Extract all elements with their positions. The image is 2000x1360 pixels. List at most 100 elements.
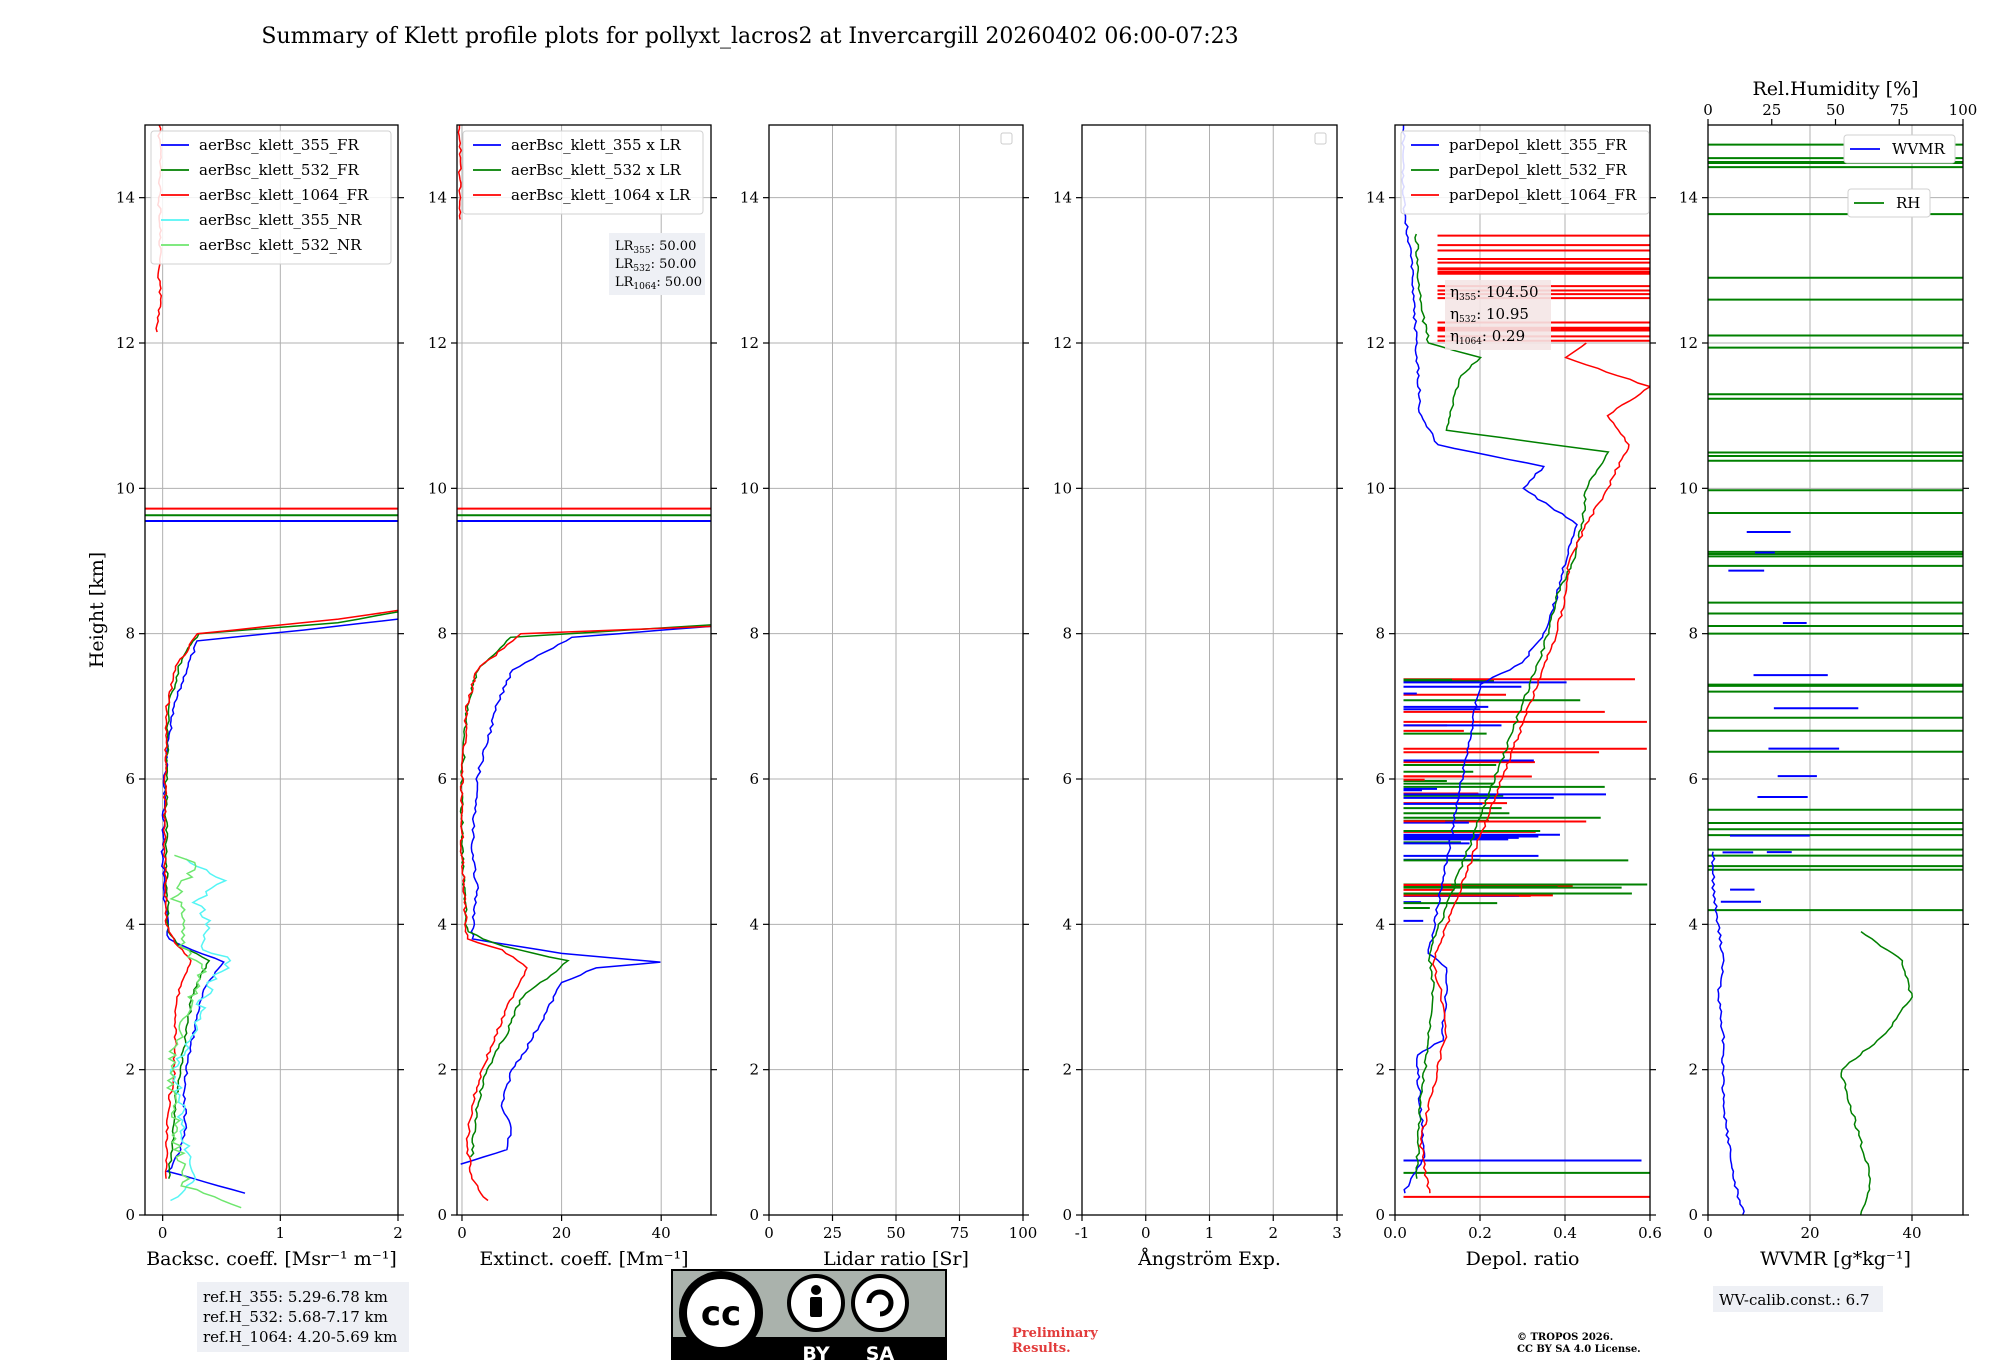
y-tick-label: 8 — [1062, 625, 1072, 643]
y-tick-label: 14 — [1366, 189, 1385, 207]
x-tick-label: 3 — [1332, 1224, 1342, 1242]
x-tick-label: 40 — [652, 1224, 671, 1242]
y-tick-label: 14 — [428, 189, 447, 207]
y-tick-label: 4 — [437, 915, 447, 933]
cc-inner-circle — [687, 1279, 755, 1347]
panel-extinction: 0 20 40 0 2 4 6 8 10 12 14 Extinct. coeff. [Mm⁻¹] ae… — [428, 124, 717, 1270]
x-tick-label: 0 — [457, 1224, 467, 1242]
y-tick-label: 4 — [1375, 915, 1385, 933]
y-tick-label: 6 — [437, 770, 447, 788]
series-aerBsc_klett_355_NR — [169, 858, 232, 1202]
y-tick-label: 2 — [1062, 1061, 1072, 1079]
series-aerBsc_klett_1064 x LR_upper — [457, 125, 463, 220]
eta-annotation: η355: 104.50 — [1450, 283, 1539, 303]
lr-annotation-box — [609, 233, 705, 295]
y-tick-label: 14 — [116, 189, 135, 207]
axes-frame — [144, 124, 399, 1216]
legend-label: parDepol_klett_355_FR — [1449, 136, 1627, 154]
series-aerBsc_klett_532_FR — [164, 611, 398, 1179]
wv-calib-box: WV-calib.const.: 6.7 — [1713, 1286, 1883, 1312]
x-tick-label: 40 — [1902, 1224, 1921, 1242]
x-tick-label: 2 — [393, 1224, 403, 1242]
top-x-tick-label: 50 — [1826, 101, 1845, 119]
legend-label: parDepol_klett_532_FR — [1449, 161, 1627, 179]
by-label: BY — [802, 1343, 829, 1360]
y-tick-label: 2 — [437, 1061, 447, 1079]
y-tick-label: 6 — [749, 770, 759, 788]
ref-height-1064: ref.H_1064: 4.20-5.69 km — [203, 1328, 397, 1346]
y-tick-label: 8 — [125, 625, 135, 643]
y-tick-label: 0 — [1062, 1206, 1072, 1224]
y-tick-label: 14 — [1053, 189, 1072, 207]
y-tick-label: 10 — [1366, 479, 1385, 497]
y-tick-label: 12 — [740, 334, 759, 352]
by-body — [810, 1297, 822, 1317]
x-tick-label: 0.4 — [1553, 1224, 1577, 1242]
x-axis-label: Backsc. coeff. [Msr⁻¹ m⁻¹] — [146, 1248, 397, 1270]
y-tick-label: 2 — [749, 1061, 759, 1079]
y-tick-label: 10 — [1053, 479, 1072, 497]
legend-label: WVMR — [1892, 140, 1946, 158]
legend-label: aerBsc_klett_355_NR — [199, 211, 362, 229]
panel-wvmr: 0 20 40 0 2 4 6 8 10 12 14 WVMR [g*kg⁻¹] 0 25 50 75 100 R… — [1679, 78, 1977, 1270]
legend-label: aerBsc_klett_355 x LR — [511, 136, 682, 154]
y-tick-label: 6 — [1375, 770, 1385, 788]
y-tick-label: 14 — [1679, 189, 1698, 207]
x-tick-label: 0 — [764, 1224, 774, 1242]
plot-area — [1401, 125, 1650, 1198]
sa-share-icon — [851, 1274, 909, 1332]
legend-box — [1400, 130, 1650, 215]
x-tick-label: 0 — [158, 1224, 168, 1242]
y-tick-label: 0 — [1688, 1206, 1698, 1224]
y-tick-label: 4 — [1062, 915, 1072, 933]
figure-title: Summary of Klett profile plots for polly… — [261, 24, 1238, 49]
top-x-tick-label: 100 — [1949, 101, 1978, 119]
y-tick-label: 0 — [125, 1206, 135, 1224]
x-tick-label: 20 — [1800, 1224, 1819, 1242]
x-tick-label: 0 — [1141, 1224, 1151, 1242]
x-tick-label: 0.0 — [1383, 1224, 1407, 1242]
series-WVMR — [1710, 851, 1745, 1215]
plot-area — [457, 125, 711, 1202]
series-aerBsc_klett_532_NR — [165, 854, 242, 1209]
empty-legend — [1000, 132, 1013, 145]
y-tick-label: 4 — [125, 915, 135, 933]
legend-label: RH — [1896, 194, 1920, 212]
copyright-line-1: © TROPOS 2026. — [1517, 1332, 1613, 1343]
y-axis-label: Height [km] — [86, 552, 108, 668]
x-axis-label: Ångström Exp. — [1137, 1248, 1281, 1270]
legend-box — [1843, 134, 1956, 164]
lr-annotation: LR1064: 50.00 — [615, 275, 702, 292]
y-tick-label: 10 — [116, 479, 135, 497]
y-tick-label: 2 — [1688, 1061, 1698, 1079]
y-tick-label: 8 — [749, 625, 759, 643]
y-tick-label: 6 — [125, 770, 135, 788]
series-aerBsc_klett_1064 x LR — [459, 625, 711, 1202]
cc-license-badge: cc BY SA — [671, 1269, 947, 1360]
y-tick-label: 2 — [125, 1061, 135, 1079]
by-head — [811, 1285, 821, 1295]
y-tick-label: 4 — [1688, 915, 1698, 933]
legend-label: aerBsc_klett_532_NR — [199, 236, 362, 254]
plot-area — [1708, 143, 1963, 1215]
top-x-axis-label: Rel.Humidity [%] — [1752, 78, 1918, 100]
empty-legend — [1314, 132, 1327, 145]
x-tick-label: 1 — [1205, 1224, 1215, 1242]
legend-box — [462, 130, 704, 215]
y-tick-label: 12 — [1053, 334, 1072, 352]
y-tick-label: 14 — [740, 189, 759, 207]
lr-annotation: LR532: 50.00 — [615, 257, 696, 274]
y-tick-label: 10 — [1679, 479, 1698, 497]
y-tick-label: 8 — [437, 625, 447, 643]
x-tick-label: -1 — [1075, 1224, 1090, 1242]
legend-label: parDepol_klett_1064_FR — [1449, 186, 1637, 204]
ref-height-box: ref.H_355: 5.29-6.78 km ref.H_532: 5.68-… — [197, 1282, 409, 1352]
y-tick-label: 12 — [116, 334, 135, 352]
x-axis-label: Depol. ratio — [1466, 1248, 1580, 1270]
ref-height-bg — [197, 1282, 409, 1352]
eta-annotation: η1064: 0.29 — [1450, 327, 1525, 347]
